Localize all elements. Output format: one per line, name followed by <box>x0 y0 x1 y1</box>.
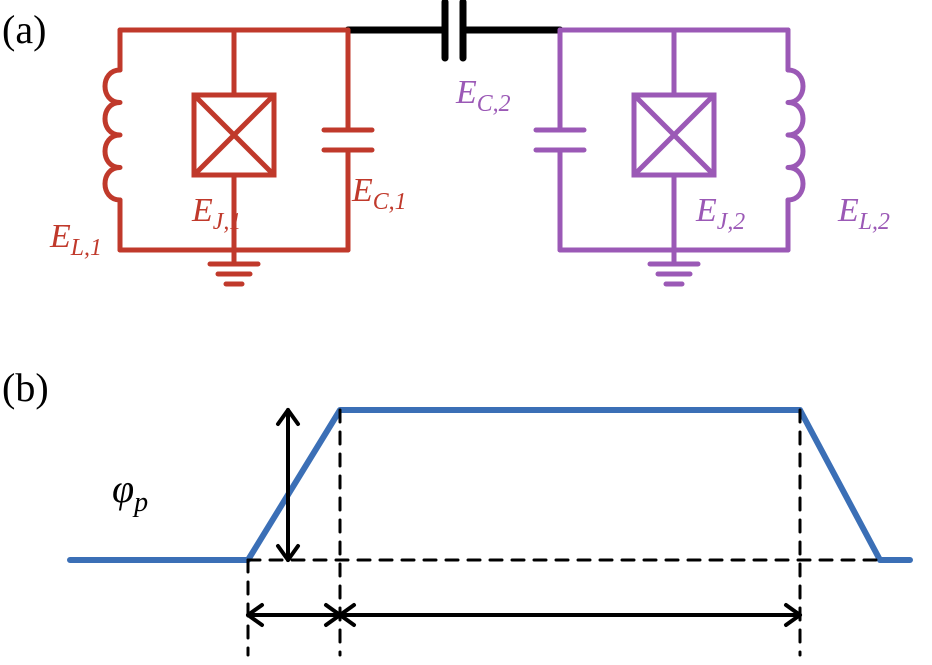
pulse-trace <box>70 410 910 560</box>
diagram-svg <box>0 0 932 665</box>
